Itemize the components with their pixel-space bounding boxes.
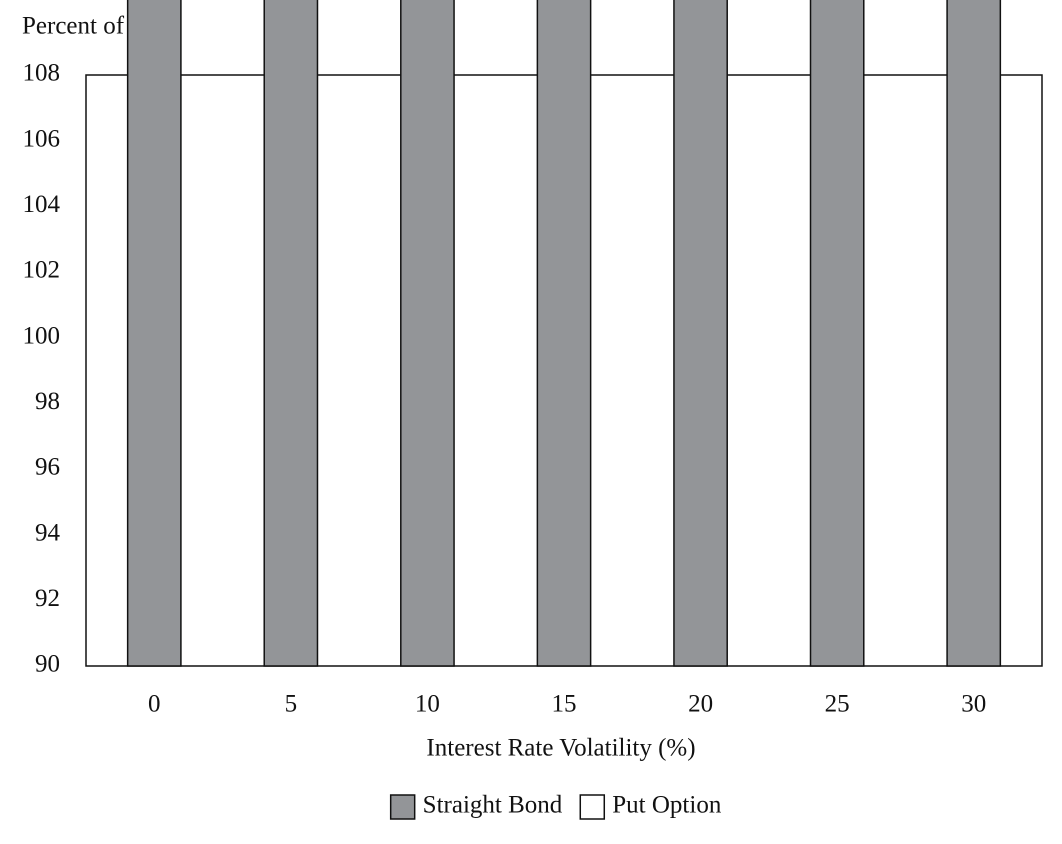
x-tick-label: 5 [285,691,298,718]
bar-segment [126,0,182,667]
legend-swatch [579,794,606,820]
x-tick-label: 0 [148,691,161,718]
y-tick-label: 98 [35,388,60,415]
bar-segment [946,0,1002,667]
x-tick-label: 10 [415,691,440,718]
y-tick-label: 106 [23,125,61,152]
x-tick-label: 20 [688,691,713,718]
y-tick-label: 108 [23,60,61,87]
y-tick-label: 90 [35,651,60,678]
bar-segment [673,0,728,667]
legend-label: Straight Bond [423,792,563,819]
legend-label: Put Option [612,792,722,819]
bar-segment [400,0,455,667]
x-axis-label: Interest Rate Volatility (%) [426,735,695,762]
y-tick-label: 92 [35,585,60,612]
x-tick-label: 25 [825,691,850,718]
y-tick-label: 100 [23,322,61,349]
x-tick-label: 30 [961,691,986,718]
y-tick-label: 104 [23,191,61,218]
y-tick-label: 94 [35,519,61,546]
x-tick-label: 15 [552,691,577,718]
bar-segment [263,0,319,667]
y-tick-label: 96 [35,454,60,481]
bar-segment [809,0,865,667]
legend: Straight Bond Put Option [389,792,722,820]
bar-segment [536,0,592,667]
legend-swatch [389,794,416,820]
y-tick-label: 102 [23,257,61,284]
